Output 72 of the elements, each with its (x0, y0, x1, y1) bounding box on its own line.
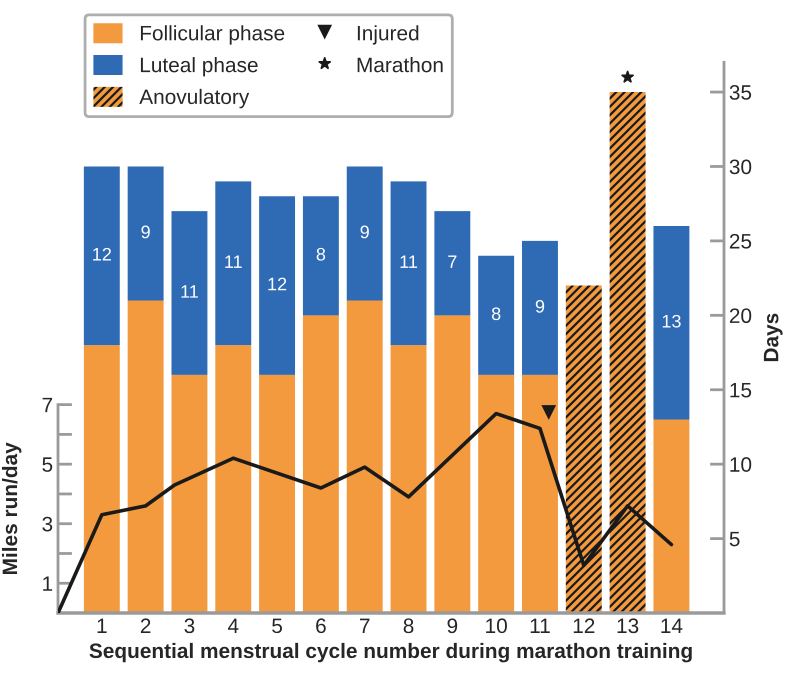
x-axis-title: Sequential menstrual cycle number during marathon training (89, 642, 692, 662)
x-tick-label: 3 (184, 618, 194, 634)
bar (84, 345, 120, 614)
data-label: 9 (536, 300, 544, 313)
data-label: 9 (360, 226, 369, 238)
bar (259, 196, 296, 375)
bar (302, 315, 339, 614)
x-tick-label: 9 (448, 618, 458, 634)
y2-axis-title: Days (764, 314, 783, 362)
x-tick-label: 5 (272, 618, 282, 634)
data-label: 11 (225, 255, 242, 268)
bar (566, 286, 602, 614)
bar (522, 240, 558, 375)
y2-tick-label: 20 (730, 308, 752, 324)
y2-tick-label: 30 (730, 159, 752, 174)
legend-label: Luteal phase (140, 57, 258, 76)
x-tick-label: 2 (140, 618, 150, 633)
bar (522, 374, 558, 614)
x-tick-label: 7 (360, 618, 370, 633)
x-tick-label: 10 (486, 618, 507, 634)
data-label: 13 (662, 314, 681, 328)
y-tick-label: 7 (42, 398, 52, 412)
bar (128, 300, 164, 614)
x-tick-label: 11 (530, 618, 550, 633)
legend-label: Marathon (358, 57, 443, 72)
x-tick-label: 12 (574, 618, 594, 633)
data-label: 9 (141, 226, 150, 238)
data-label: 8 (492, 307, 500, 320)
bar (434, 315, 470, 614)
bar (302, 196, 339, 316)
y2-tick-label: 15 (730, 382, 752, 398)
x-tick-label: 6 (316, 618, 326, 634)
bar (215, 181, 252, 346)
bar (215, 345, 252, 614)
y2-tick-label: 5 (730, 532, 740, 546)
x-tick-label: 1 (98, 618, 107, 633)
bar (346, 166, 383, 300)
y-axis-title: Miles run/day (2, 442, 22, 574)
data-label: 11 (181, 285, 198, 298)
data-label: 12 (93, 248, 111, 260)
bar (653, 420, 690, 614)
bar (346, 300, 383, 614)
bar (390, 181, 426, 346)
legend-label: Follicular phase (140, 25, 284, 45)
bar (390, 345, 426, 614)
bar (478, 256, 514, 375)
bar (84, 166, 120, 346)
bar (171, 374, 208, 614)
bar (128, 166, 164, 300)
legend-label: Anovulatory (139, 88, 250, 108)
data-label: 12 (268, 278, 286, 290)
data-label: 7 (448, 255, 456, 268)
legend-label: Injured (358, 25, 418, 45)
x-tick-label: 4 (228, 618, 238, 633)
bar (653, 226, 690, 420)
y2-tick-label: 35 (730, 85, 752, 100)
y-tick-label: 3 (42, 516, 52, 532)
bar (610, 92, 646, 614)
y-tick-label: 5 (42, 457, 52, 472)
bar (478, 374, 514, 614)
bar (434, 211, 470, 316)
y2-tick-label: 25 (730, 234, 752, 249)
x-tick-label: 14 (661, 618, 682, 633)
bar (259, 374, 296, 614)
x-tick-label: 13 (618, 618, 638, 634)
line-series (58, 412, 674, 614)
bar (171, 211, 208, 375)
x-tick-label: 8 (404, 618, 414, 634)
data-label: 11 (400, 255, 418, 268)
y-tick-label: 1 (43, 576, 52, 591)
data-label: 8 (316, 248, 326, 261)
y2-tick-label: 10 (730, 457, 752, 472)
